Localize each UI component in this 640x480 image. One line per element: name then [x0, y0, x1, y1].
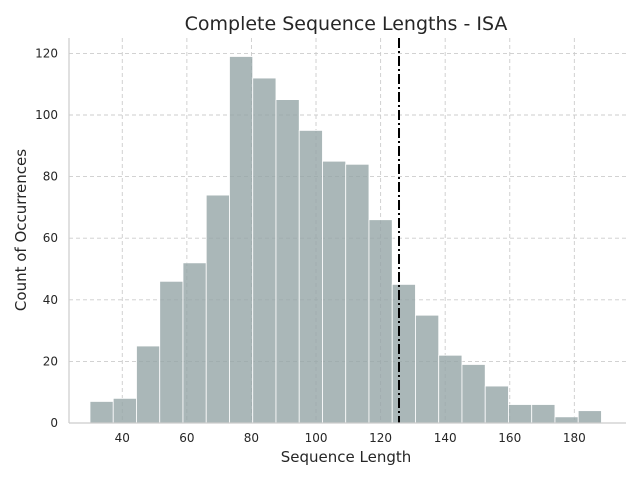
y-axis-label: Count of Occurrences [12, 149, 30, 311]
histogram-bar [112, 397, 137, 424]
histogram-bar [275, 99, 300, 424]
y-tick-label: 20 [43, 354, 58, 368]
x-tick-label: 120 [369, 431, 392, 445]
histogram-bar [322, 160, 347, 424]
histogram-bar [182, 262, 207, 424]
histogram-bar [89, 401, 114, 424]
y-tick-label: 120 [35, 46, 58, 60]
histogram-bar [577, 410, 602, 424]
x-tick-label: 60 [179, 431, 194, 445]
histogram-bar [415, 314, 440, 424]
histogram-bar [345, 163, 370, 424]
chart-title: Complete Sequence Lengths - ISA [185, 13, 508, 35]
x-tick-label: 40 [115, 431, 130, 445]
histogram-bar [368, 219, 393, 424]
x-tick-label: 180 [563, 431, 586, 445]
histogram-bar [438, 354, 463, 424]
histogram-bar [461, 364, 486, 424]
x-tick-label: 80 [244, 431, 259, 445]
histogram-bar [484, 385, 509, 424]
y-tick-label: 40 [43, 293, 58, 307]
y-tick-label: 0 [50, 416, 58, 430]
histogram-bar [298, 129, 323, 424]
x-axis-label: Sequence Length [281, 448, 412, 466]
histogram-bar [508, 404, 533, 424]
x-tick-label: 140 [434, 431, 457, 445]
histogram-bar [229, 56, 254, 424]
histogram-bar [159, 280, 184, 424]
y-tick-label: 80 [43, 170, 58, 184]
y-tick-label: 60 [43, 231, 58, 245]
histogram-bar [205, 194, 230, 424]
y-tick-label: 100 [35, 108, 58, 122]
histogram-bar [136, 345, 161, 424]
histogram-bar [531, 404, 556, 424]
x-tick-label: 160 [498, 431, 521, 445]
bar-layer [89, 56, 602, 424]
x-tick-labels: 40 60 80 100 120 140 160 180 [115, 431, 586, 445]
y-tick-labels: 0 20 40 60 80 100 120 [35, 46, 58, 430]
histogram-bar [554, 416, 579, 424]
histogram-bar [252, 77, 277, 424]
histogram-bar [391, 283, 416, 424]
x-tick-label: 100 [305, 431, 328, 445]
